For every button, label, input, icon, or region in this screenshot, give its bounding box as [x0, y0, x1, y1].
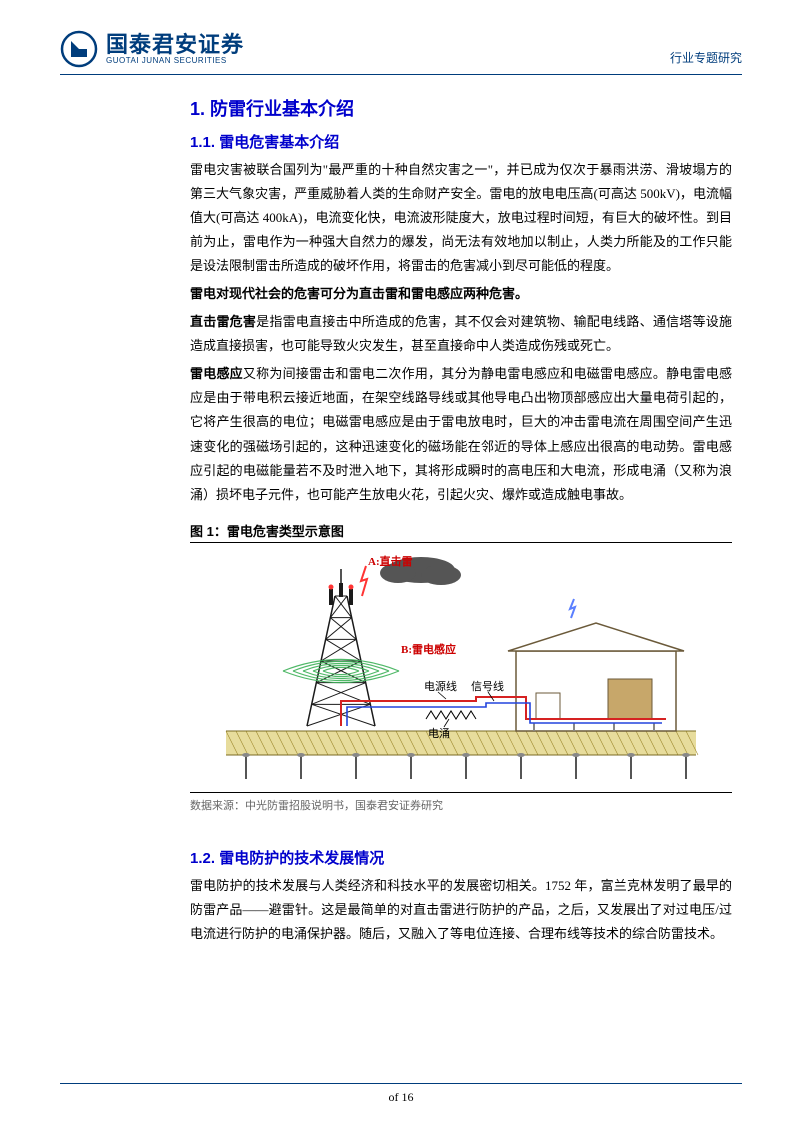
svg-text:电涌: 电涌	[428, 727, 450, 740]
svg-text:A:直击雷: A:直击雷	[368, 554, 413, 568]
page-footer: of 16	[60, 1083, 742, 1105]
para-1-1-3: 直击雷危害是指雷电直接击中所造成的危害，其不仅会对建筑物、输配电线路、通信塔等设…	[190, 310, 732, 358]
page-header: 国泰君安证券 GUOTAI JUNAN SECURITIES 行业专题研究	[60, 30, 742, 72]
svg-text:B:雷电感应: B:雷电感应	[401, 642, 456, 656]
para-1-1-1: 雷电灾害被联合国列为"最严重的十种自然灾害之一"，并已成为仅次于暴雨洪涝、滑坡塌…	[190, 158, 732, 278]
section-1-2-heading: 1.2. 雷电防护的技术发展情况	[190, 847, 732, 868]
main-content: 1. 防雷行业基本介绍 1.1. 雷电危害基本介绍 雷电灾害被联合国列为"最严重…	[190, 95, 742, 946]
section-1-heading: 1. 防雷行业基本介绍	[190, 95, 732, 121]
para-1-2-1: 雷电防护的技术发展与人类经济和科技水平的发展密切相关。1752 年，富兰克林发明…	[190, 874, 732, 946]
figure-1-title: 图 1：雷电危害类型示意图	[190, 521, 732, 540]
logo-icon	[60, 30, 98, 68]
figure-1-rule	[190, 542, 732, 543]
figure-1-source: 数据来源：中光防雷招股说明书，国泰君安证券研究	[190, 792, 732, 813]
logo-cn: 国泰君安证券	[106, 33, 244, 57]
header-category: 行业专题研究	[670, 49, 742, 68]
section-1-1-heading: 1.1. 雷电危害基本介绍	[190, 131, 732, 152]
para-1-1-2: 雷电对现代社会的危害可分为直击雷和雷电感应两种危害。	[190, 282, 732, 306]
logo-area: 国泰君安证券 GUOTAI JUNAN SECURITIES	[60, 30, 244, 68]
logo-en: GUOTAI JUNAN SECURITIES	[106, 57, 244, 66]
svg-text:电源线: 电源线	[424, 679, 457, 693]
logo-text: 国泰君安证券 GUOTAI JUNAN SECURITIES	[106, 33, 244, 66]
header-rule	[60, 74, 742, 75]
svg-text:信号线: 信号线	[471, 679, 504, 693]
figure-1-diagram: A:直击雷 B:雷电感应电源线信号线电涌	[216, 551, 706, 786]
para-1-1-4: 雷电感应又称为间接雷击和雷电二次作用，其分为静电雷电感应和电磁雷电感应。静电雷电…	[190, 362, 732, 506]
